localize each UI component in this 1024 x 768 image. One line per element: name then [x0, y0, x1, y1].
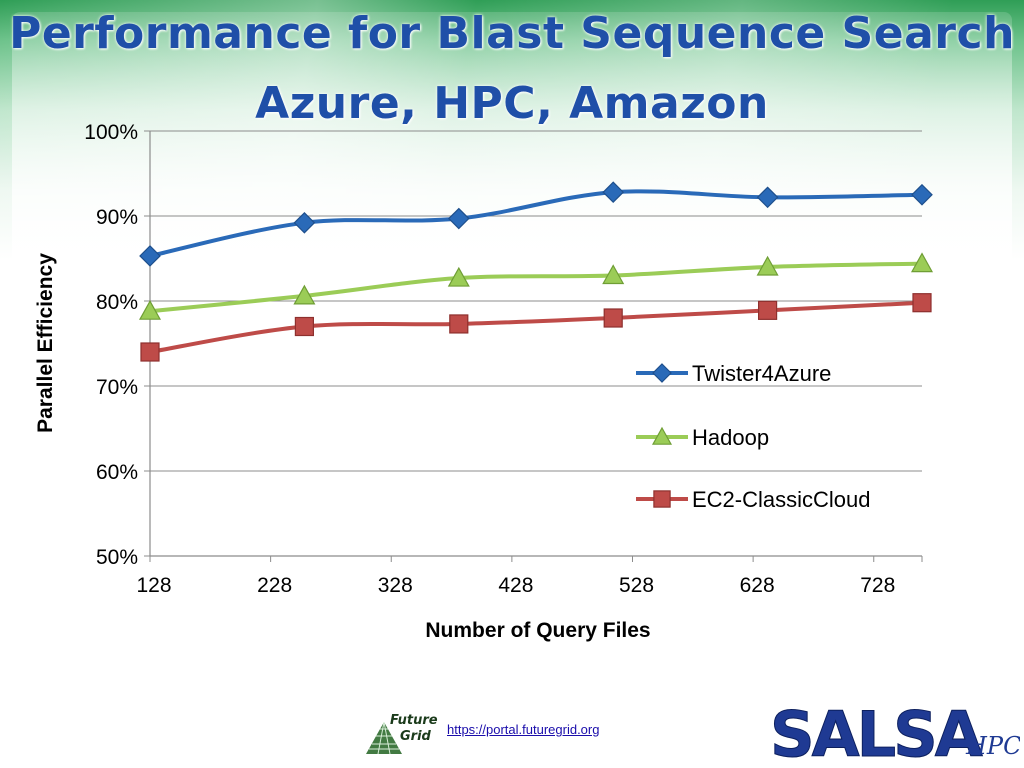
salsa-suffix-text: HPC — [965, 732, 1020, 760]
legend: Twister4Azure Hadoop EC2-ClassicCloud — [636, 361, 871, 512]
futuregrid-text-grid: Grid — [400, 729, 432, 744]
series-line — [148, 261, 924, 314]
data-point-diamond — [139, 245, 161, 267]
data-point-triangle — [756, 255, 779, 276]
data-point-triangle — [910, 252, 934, 273]
y-tick-label: 70% — [96, 376, 138, 399]
x-tick-label: 628 — [740, 574, 775, 597]
data-point-square — [140, 342, 160, 362]
x-tick-label: 128 — [136, 574, 171, 597]
salsa-hpc-logo: SALSA HPC — [770, 700, 1020, 764]
y-tick-label: 80% — [96, 291, 138, 314]
slide-subtitle: Azure, HPC, Amazon — [255, 78, 769, 129]
data-point-square — [912, 293, 932, 313]
x-tick-label: 228 — [257, 574, 292, 597]
futuregrid-portal-link[interactable]: https://portal.futuregrid.org — [447, 722, 600, 737]
data-point-diamond — [602, 181, 625, 204]
data-point-triangle — [602, 264, 625, 285]
x-tick-label: 528 — [619, 574, 654, 597]
series-ec2-classiccloud — [140, 293, 932, 362]
data-point-square — [294, 316, 314, 337]
efficiency-chart: 50% 60% 70% 80% 90% 100% 128 228 328 428 528 628 728… — [34, 121, 934, 642]
data-point-diamond — [911, 183, 933, 206]
data-point-square — [449, 314, 469, 334]
futuregrid-logo: Future Grid — [366, 713, 438, 755]
legend-entry: Hadoop — [636, 425, 769, 450]
series-hadoop — [138, 252, 934, 320]
legend-entry: Twister4Azure — [636, 361, 831, 386]
data-point-diamond — [756, 186, 779, 209]
data-point-square — [603, 308, 623, 328]
legend-label: Twister4Azure — [692, 361, 831, 386]
data-point-diamond — [447, 207, 470, 230]
series-twister4azure — [139, 181, 933, 267]
content-panel — [12, 12, 1012, 756]
salsa-logo-text: SALSA — [770, 700, 983, 764]
slide-title: Performance for Blast Sequence Search — [9, 8, 1015, 59]
y-axis-label: Parallel Efficiency — [34, 253, 57, 433]
x-axis-label: Number of Query Files — [425, 619, 650, 642]
x-tick-label: 428 — [498, 574, 533, 597]
legend-marker-square — [653, 490, 671, 508]
y-tick-label: 50% — [96, 546, 138, 569]
data-point-triangle — [293, 284, 316, 305]
data-point-square — [757, 300, 778, 320]
tick-labels: 50% 60% 70% 80% 90% 100% 128 228 328 428 528 628 728 — [84, 121, 895, 597]
x-tick-label: 728 — [860, 574, 895, 597]
y-tick-label: 100% — [84, 121, 138, 144]
data-point-diamond — [293, 211, 316, 234]
y-tick-label: 90% — [96, 206, 138, 229]
legend-entry: EC2-ClassicCloud — [636, 487, 871, 512]
x-tick-label: 328 — [378, 574, 413, 597]
y-tick-label: 60% — [96, 461, 138, 484]
futuregrid-text-future: Future — [390, 713, 438, 728]
legend-marker-diamond — [652, 363, 672, 383]
data-point-triangle — [447, 266, 470, 287]
series-line — [148, 189, 924, 258]
legend-label: EC2-ClassicCloud — [692, 487, 871, 512]
data-point-triangle — [138, 299, 162, 320]
series-lines — [138, 181, 934, 362]
grid-graphic-icon — [366, 721, 402, 755]
legend-marker-triangle — [651, 426, 673, 445]
legend-label: Hadoop — [692, 425, 769, 450]
series-line — [148, 300, 924, 354]
